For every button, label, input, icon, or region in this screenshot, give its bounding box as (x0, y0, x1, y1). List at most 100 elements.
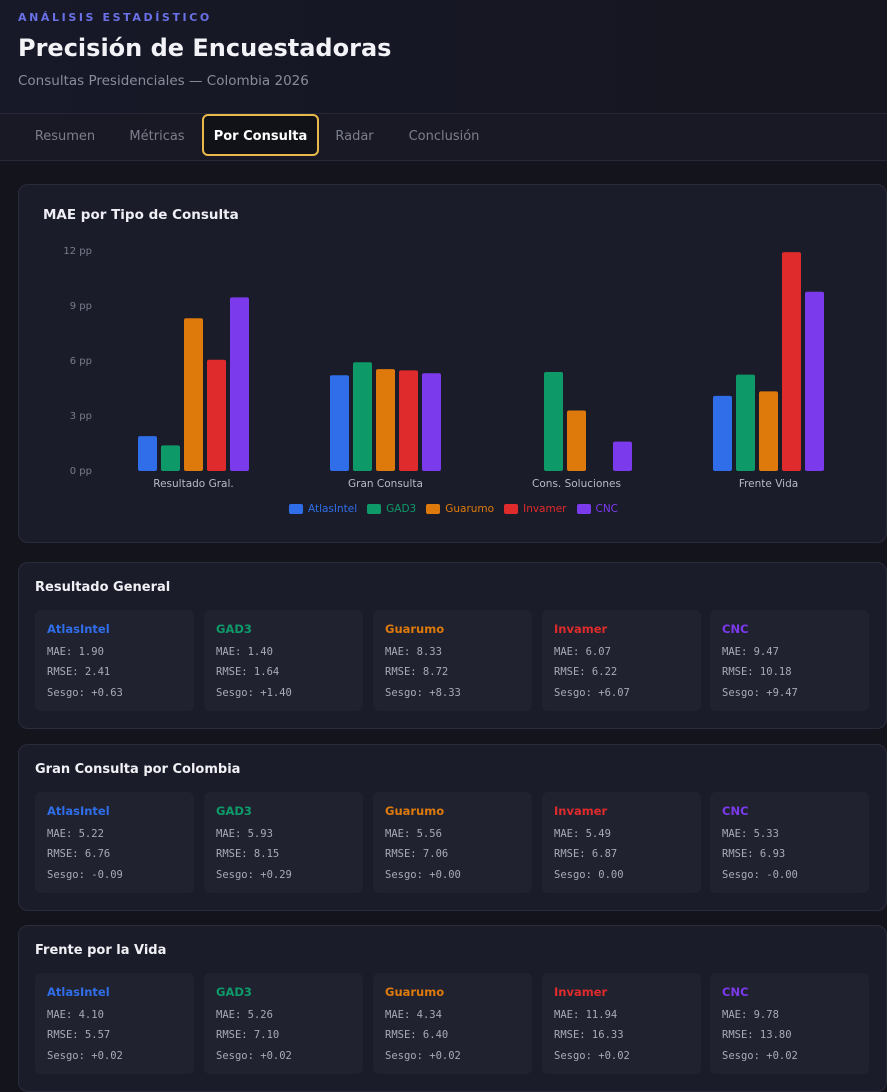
stat-mae: MAE: 4.34 (385, 1009, 442, 1021)
section-resultado-general: Resultado General AtlasIntel MAE: 1.90 RMS… (18, 562, 887, 729)
stat-box-atlasintel: AtlasIntel MAE: 1.90 RMSE: 2.41 Sesgo: +0.6… (35, 610, 194, 711)
pollster-name: AtlasIntel (47, 622, 110, 636)
stat-box-cnc: CNC MAE: 5.33 RMSE: 6.93 Sesgo: -0.00 (710, 792, 869, 893)
stat-mae: MAE: 11.94 (554, 1009, 618, 1021)
stat-rmse: RMSE: 10.18 (722, 666, 792, 678)
stat-sesgo: Sesgo: +6.07 (554, 687, 630, 699)
stat-mae: MAE: 1.40 (216, 646, 273, 658)
stat-rmse: RMSE: 5.57 (47, 1029, 111, 1041)
page-title: Precisión de Encuestadoras (18, 34, 392, 62)
stat-sesgo: Sesgo: -0.09 (47, 869, 123, 881)
bar-gad3-0[interactable] (161, 445, 180, 471)
bar-guarumo-2[interactable] (567, 410, 586, 472)
chart-legend: AtlasIntel GAD3 Guarumo Invamer CNC (19, 503, 887, 515)
bar-invamer-0[interactable] (207, 359, 226, 471)
stat-rmse: RMSE: 1.64 (216, 666, 280, 678)
pollster-name: GAD3 (216, 985, 252, 999)
x-category-label: Resultado Gral. (153, 478, 233, 490)
stat-box-atlasintel: AtlasIntel MAE: 4.10 RMSE: 5.57 Sesgo: +0.0… (35, 973, 194, 1074)
stat-sesgo: Sesgo: +0.02 (216, 1050, 292, 1062)
y-tick-label: 3 pp (70, 411, 92, 422)
pollster-name: Invamer (554, 622, 608, 636)
legend-swatch (504, 504, 519, 514)
stat-sesgo: Sesgo: +8.33 (385, 687, 461, 699)
stat-box-guarumo: Guarumo MAE: 4.34 RMSE: 6.40 Sesgo: +0.02 (373, 973, 532, 1074)
tab-resumen[interactable]: Resumen (34, 129, 96, 144)
pollster-name: GAD3 (216, 622, 252, 636)
stat-box-invamer: Invamer MAE: 5.49 RMSE: 6.87 Sesgo: 0.00 (542, 792, 701, 893)
pollster-name: AtlasIntel (47, 804, 110, 818)
bar-atlasintel-0[interactable] (138, 436, 157, 471)
pollster-name: CNC (722, 622, 749, 636)
bar-invamer-1[interactable] (399, 370, 418, 471)
stat-sesgo: Sesgo: +0.02 (722, 1050, 798, 1062)
bar-atlasintel-1[interactable] (330, 375, 349, 471)
stat-rmse: RMSE: 8.15 (216, 848, 280, 860)
x-category-label: Frente Vida (739, 478, 798, 490)
bar-invamer-3[interactable] (782, 252, 801, 471)
stat-mae: MAE: 9.78 (722, 1009, 779, 1021)
stat-box-invamer: Invamer MAE: 11.94 RMSE: 16.33 Sesgo: +0.02 (542, 973, 701, 1074)
bar-gad3-3[interactable] (736, 374, 755, 471)
bar-cnc-0[interactable] (230, 297, 249, 471)
legend-item-guarumo[interactable]: Guarumo (426, 503, 494, 515)
legend-swatch (576, 504, 591, 514)
stat-sesgo: Sesgo: +0.29 (216, 869, 292, 881)
stat-mae: MAE: 5.93 (216, 828, 273, 840)
x-category-label: Cons. Soluciones (532, 478, 621, 490)
legend-label: CNC (595, 503, 619, 515)
stat-sesgo: Sesgo: +9.47 (722, 687, 798, 699)
tab-conclusion[interactable]: Conclusión (408, 129, 480, 144)
pollster-name: Guarumo (385, 985, 445, 999)
stat-mae: MAE: 5.22 (47, 828, 104, 840)
stat-rmse: RMSE: 6.76 (47, 848, 111, 860)
bar-gad3-1[interactable] (353, 362, 372, 471)
legend-item-gad3[interactable]: GAD3 (367, 503, 416, 515)
tab-radar[interactable]: Radar (335, 129, 374, 144)
tab-metricas[interactable]: Métricas (129, 129, 185, 144)
stat-rmse: RMSE: 6.22 (554, 666, 618, 678)
legend-item-invamer[interactable]: Invamer (504, 503, 567, 515)
bar-cnc-3[interactable] (805, 291, 824, 471)
stat-box-cnc: CNC MAE: 9.78 RMSE: 13.80 Sesgo: +0.02 (710, 973, 869, 1074)
stat-mae: MAE: 1.90 (47, 646, 104, 658)
legend-swatch (288, 504, 303, 514)
bar-guarumo-3[interactable] (759, 391, 778, 471)
legend-item-atlasintel[interactable]: AtlasIntel (288, 503, 357, 515)
bar-cnc-2[interactable] (613, 441, 632, 471)
stat-sesgo: Sesgo: +0.63 (47, 687, 123, 699)
stat-box-gad3: GAD3 MAE: 5.26 RMSE: 7.10 Sesgo: +0.02 (204, 973, 363, 1074)
stat-mae: MAE: 9.47 (722, 646, 779, 658)
bar-guarumo-1[interactable] (376, 369, 395, 471)
stat-mae: MAE: 5.56 (385, 828, 442, 840)
pollster-name: Guarumo (385, 804, 445, 818)
bar-cnc-1[interactable] (422, 373, 441, 471)
legend-swatch (426, 504, 441, 514)
eyebrow-label: ANÁLISIS ESTADÍSTICO (18, 11, 212, 24)
pollster-name: CNC (722, 804, 749, 818)
stat-sesgo: Sesgo: +0.00 (385, 869, 461, 881)
pollster-name: Guarumo (385, 622, 445, 636)
section-frente-vida: Frente por la Vida AtlasIntel MAE: 4.10 RM… (18, 925, 887, 1092)
legend-item-cnc[interactable]: CNC (576, 503, 619, 515)
stat-box-guarumo: Guarumo MAE: 8.33 RMSE: 8.72 Sesgo: +8.33 (373, 610, 532, 711)
stat-box-guarumo: Guarumo MAE: 5.56 RMSE: 7.06 Sesgo: +0.00 (373, 792, 532, 893)
section-title: Resultado General (35, 580, 171, 595)
pollster-name: GAD3 (216, 804, 252, 818)
bar-guarumo-0[interactable] (184, 318, 203, 471)
tab-por-consulta[interactable]: Por Consulta (202, 114, 319, 156)
stat-mae: MAE: 5.33 (722, 828, 779, 840)
stat-mae: MAE: 5.26 (216, 1009, 273, 1021)
page-header: ANÁLISIS ESTADÍSTICO Precisión de Encues… (0, 0, 887, 113)
pollster-name: Invamer (554, 985, 608, 999)
stat-box-atlasintel: AtlasIntel MAE: 5.22 RMSE: 6.76 Sesgo: -0.0… (35, 792, 194, 893)
mae-bar-chart: 0 pp 3 pp 6 pp 9 pp 12 pp Resultado Gral. Gran… (63, 246, 824, 490)
stat-box-gad3: GAD3 MAE: 1.40 RMSE: 1.64 Sesgo: +1.40 (204, 610, 363, 711)
stat-sesgo: Sesgo: +1.40 (216, 687, 292, 699)
stat-sesgo: Sesgo: +0.02 (554, 1050, 630, 1062)
bar-atlasintel-3[interactable] (713, 395, 732, 471)
stat-rmse: RMSE: 7.06 (385, 848, 449, 860)
stat-rmse: RMSE: 8.72 (385, 666, 449, 678)
legend-label: Guarumo (445, 503, 495, 515)
bar-gad3-2[interactable] (544, 372, 563, 471)
